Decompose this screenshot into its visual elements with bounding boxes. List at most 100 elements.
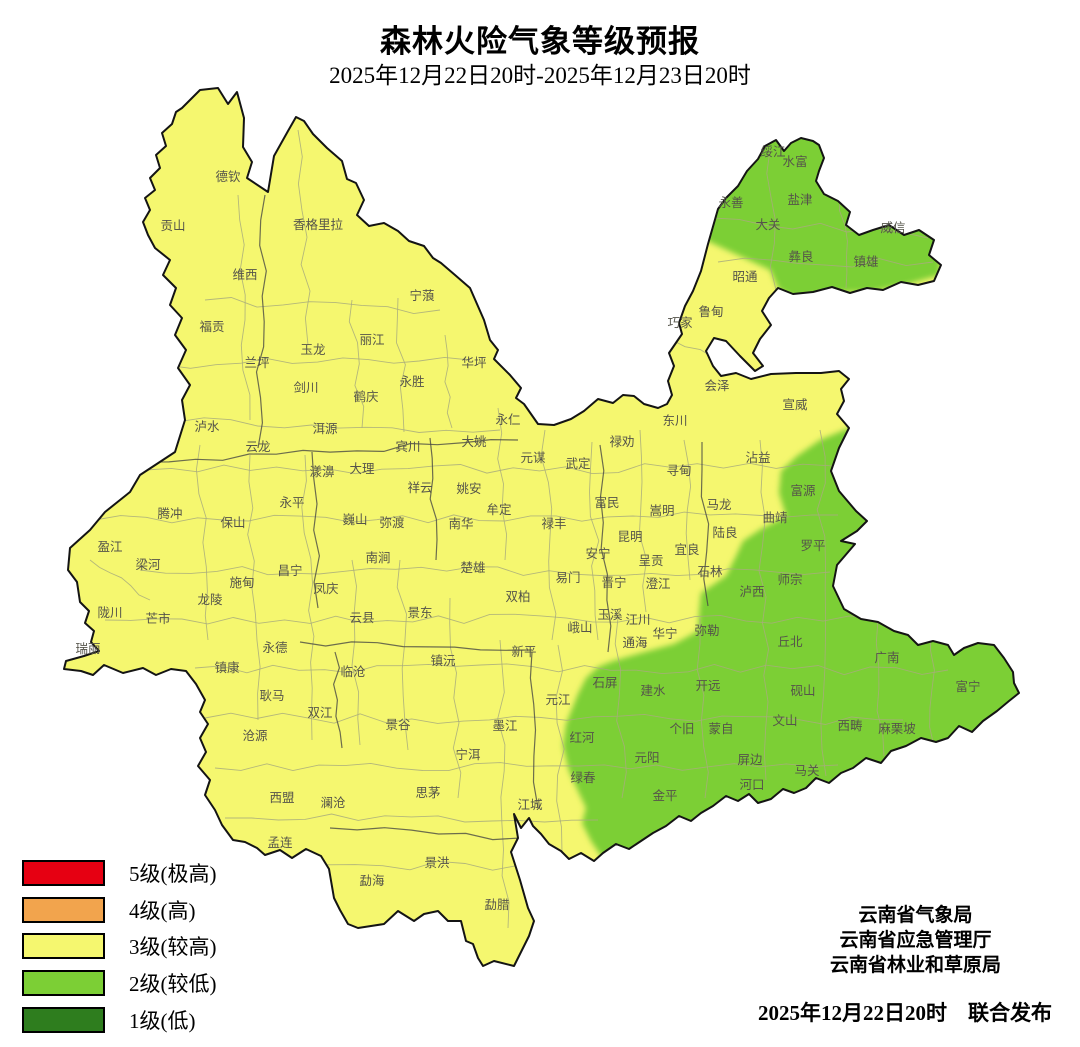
county-label-西盟: 西盟: [269, 791, 294, 805]
county-boundary-line: [497, 639, 510, 929]
county-label-澄江: 澄江: [645, 576, 670, 591]
county-label-梁河: 梁河: [135, 557, 161, 572]
county-label-建水: 建水: [640, 684, 666, 698]
county-label-东川: 东川: [662, 414, 687, 428]
county-label-西畴: 西畴: [837, 718, 862, 733]
county-boundary-line: [297, 129, 311, 346]
county-label-文山: 文山: [772, 713, 797, 728]
county-label-玉龙: 玉龙: [300, 343, 325, 357]
county-boundary-line: [638, 429, 648, 613]
county-boundary-line: [348, 299, 365, 429]
release-time: 2025年12月22日20时 联合发布: [758, 1001, 1052, 1025]
county-boundary-line: [149, 417, 501, 433]
legend-item-level2: 2级(较低): [22, 968, 217, 998]
county-boundary-line: [164, 356, 471, 369]
county-label-嵩明: 嵩明: [649, 504, 674, 518]
county-label-禄劝: 禄劝: [609, 434, 634, 449]
county-label-孟连: 孟连: [267, 835, 293, 850]
county-label-水富: 水富: [782, 154, 807, 169]
county-boundary-line: [204, 297, 441, 315]
county-boundary-line: [540, 429, 557, 641]
county-label-陆良: 陆良: [712, 525, 737, 540]
county-label-寻甸: 寻甸: [666, 464, 691, 478]
county-boundary-line: [683, 439, 692, 581]
county-label-永仁: 永仁: [495, 413, 520, 427]
county-label-丽江: 丽江: [359, 333, 384, 347]
county-label-景洪: 景洪: [424, 856, 449, 870]
county-label-石屏: 石屏: [592, 676, 617, 690]
county-label-耿马: 耿马: [259, 689, 284, 703]
county-label-龙陵: 龙陵: [197, 593, 223, 607]
county-label-晋宁: 晋宁: [601, 575, 626, 590]
county-label-永德: 永德: [262, 640, 288, 655]
county-label-昆明: 昆明: [617, 530, 642, 544]
county-label-元江: 元江: [545, 693, 570, 707]
county-label-屏边: 屏边: [737, 753, 763, 767]
county-label-永善: 永善: [718, 195, 743, 210]
county-boundary-line: [758, 439, 770, 781]
county-label-临沧: 临沧: [340, 664, 366, 679]
county-label-泸水: 泸水: [194, 420, 220, 434]
county-label-镇康: 镇康: [214, 660, 240, 675]
county-label-景谷: 景谷: [385, 718, 411, 732]
prefecture-boundary-line: [332, 651, 343, 749]
county-boundary-line: [94, 511, 839, 524]
county-label-马龙: 马龙: [706, 498, 731, 512]
county-boundary-line: [717, 257, 934, 268]
county-boundaries: [89, 129, 949, 929]
county-label-德钦: 德钦: [215, 169, 240, 184]
county-boundary-line: [214, 762, 839, 772]
county-boundary-line: [195, 444, 209, 641]
county-label-保山: 保山: [220, 516, 245, 530]
county-label-云县: 云县: [349, 611, 374, 625]
county-label-巍山: 巍山: [342, 513, 367, 527]
county-label-勐腊: 勐腊: [484, 898, 510, 912]
county-label-宣威: 宣威: [782, 397, 808, 412]
county-label-贡山: 贡山: [160, 219, 185, 233]
county-label-师宗: 师宗: [777, 572, 802, 587]
county-label-宾川: 宾川: [395, 439, 420, 454]
county-label-峨山: 峨山: [567, 621, 592, 635]
county-label-宜良: 宜良: [674, 542, 699, 557]
county-label-勐海: 勐海: [359, 873, 385, 888]
county-label-蒙自: 蒙自: [708, 722, 733, 736]
legend-label-level5: 5级(极高): [129, 862, 217, 886]
county-label-金平: 金平: [652, 788, 677, 803]
county-label-南涧: 南涧: [365, 550, 390, 565]
county-label-大姚: 大姚: [461, 435, 487, 449]
county-label-弥渡: 弥渡: [379, 515, 405, 530]
county-label-澜沧: 澜沧: [320, 795, 346, 810]
legend-label-level1: 1级(低): [129, 1009, 196, 1033]
county-label-鹤庆: 鹤庆: [353, 389, 379, 404]
county-label-丘北: 丘北: [777, 635, 803, 649]
county-boundary-line: [589, 441, 600, 641]
county-label-兰坪: 兰坪: [244, 356, 269, 370]
legend-item-level5: 5级(极高): [22, 858, 217, 888]
county-label-会泽: 会泽: [704, 379, 729, 393]
county-label-云龙: 云龙: [245, 440, 270, 454]
prefecture-boundary-line: [299, 641, 533, 651]
county-label-南华: 南华: [448, 516, 473, 531]
county-boundary-line: [139, 566, 831, 577]
prefecture-boundary-line: [529, 651, 539, 809]
legend-label-level2: 2级(较低): [129, 972, 217, 996]
page-title: 森林火险气象等级预报: [380, 24, 700, 59]
county-label-维西: 维西: [232, 268, 257, 282]
county-label-双柏: 双柏: [505, 589, 530, 604]
county-label-开远: 开远: [695, 679, 721, 693]
county-boundary-line: [237, 194, 251, 421]
legend-swatch-level5: [22, 860, 105, 886]
county-label-彝良: 彝良: [788, 249, 813, 264]
county-boundary-line: [929, 631, 935, 747]
county-label-弥勒: 弥勒: [694, 623, 719, 638]
county-label-武定: 武定: [565, 456, 590, 471]
county-boundary-line: [839, 194, 848, 289]
county-label-马关: 马关: [794, 764, 819, 778]
legend-swatch-level1: [22, 1007, 105, 1033]
county-label-双江: 双江: [307, 706, 332, 720]
agency-meteorological-bureau: 云南省气象局: [858, 905, 973, 926]
county-boundary-line: [396, 559, 409, 751]
county-label-昌宁: 昌宁: [277, 563, 302, 578]
